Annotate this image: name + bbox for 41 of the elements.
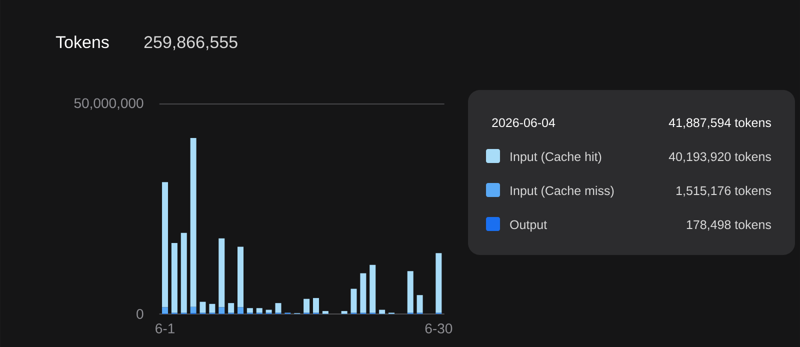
bar <box>416 295 423 313</box>
text: 40,193,920 tokens <box>668 152 771 163</box>
bar <box>200 302 206 313</box>
chart-title: Tokens <box>56 36 109 48</box>
bar <box>238 246 244 308</box>
bar <box>218 307 225 314</box>
text: 1,515,176 tokens <box>676 186 771 197</box>
bar <box>322 311 328 314</box>
text: 2026-06-04 <box>492 118 556 128</box>
y-tick-label: 50,000,000 <box>74 98 144 110</box>
bar <box>180 232 187 313</box>
bar <box>190 306 196 314</box>
bar <box>436 253 442 313</box>
legend-label: Input (Cache miss) <box>510 186 614 198</box>
bar <box>256 308 262 313</box>
bar <box>275 303 282 313</box>
bar <box>209 304 216 313</box>
bar <box>228 303 234 313</box>
y-tick-label: 0 <box>136 309 144 319</box>
bar <box>304 298 310 313</box>
bar <box>341 311 348 314</box>
text: 178,498 tokens <box>686 220 771 231</box>
bar <box>190 138 196 307</box>
bar <box>313 298 319 313</box>
x-tick-label: 6-1 <box>156 324 174 334</box>
bar <box>162 307 168 314</box>
bar <box>171 243 178 313</box>
bar <box>407 271 414 313</box>
bar <box>162 182 168 308</box>
legend-label: Input (Cache hit) <box>510 152 602 164</box>
bar <box>350 288 357 313</box>
bar <box>238 307 244 314</box>
bar <box>370 264 376 313</box>
bar <box>379 310 386 314</box>
bar <box>360 273 366 313</box>
bar <box>246 308 253 313</box>
chart-subtitle: 259,866,555 <box>144 36 238 50</box>
text: 41,887,594 tokens <box>668 118 771 129</box>
bar <box>218 238 225 308</box>
x-tick-label: 6-30 <box>425 324 452 334</box>
legend-label: Output <box>510 220 547 232</box>
